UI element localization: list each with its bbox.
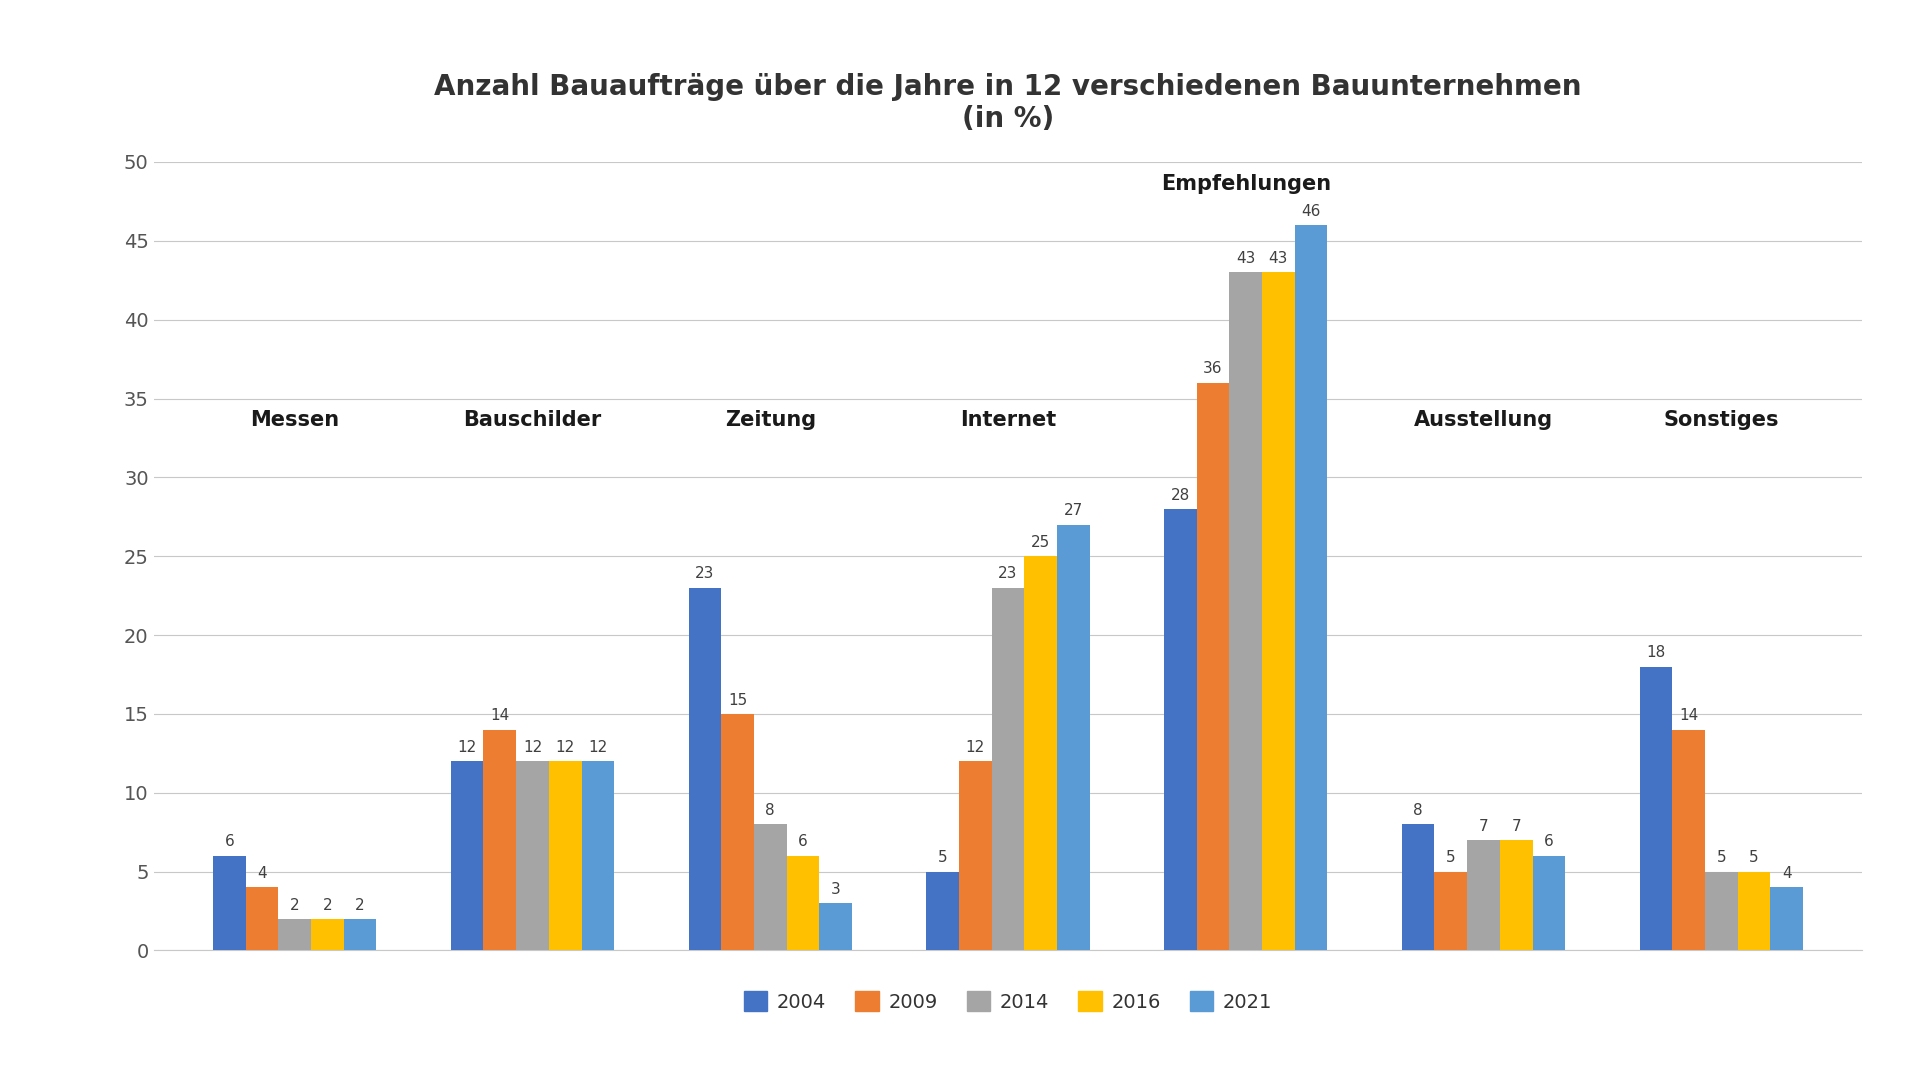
Text: 25: 25 xyxy=(1031,535,1050,550)
Text: 2: 2 xyxy=(355,897,365,913)
Text: Zeitung: Zeitung xyxy=(724,410,816,430)
Bar xyxy=(1467,840,1500,950)
Text: 5: 5 xyxy=(937,850,947,865)
Bar xyxy=(689,588,722,950)
Bar xyxy=(787,855,820,950)
Bar xyxy=(1229,272,1261,950)
Bar xyxy=(1705,872,1738,950)
Text: 14: 14 xyxy=(490,708,509,724)
Text: 7: 7 xyxy=(1478,819,1488,834)
Text: 27: 27 xyxy=(1064,503,1083,518)
Text: 12: 12 xyxy=(555,740,574,755)
Bar xyxy=(1738,872,1770,950)
Text: 12: 12 xyxy=(966,740,985,755)
Bar xyxy=(311,919,344,950)
Text: 15: 15 xyxy=(728,692,747,707)
Bar xyxy=(820,903,852,950)
Text: 5: 5 xyxy=(1446,850,1455,865)
Bar xyxy=(549,761,582,950)
Bar xyxy=(1058,525,1091,950)
Text: 28: 28 xyxy=(1171,487,1190,502)
Text: Sonstiges: Sonstiges xyxy=(1663,410,1780,430)
Bar xyxy=(1434,872,1467,950)
Text: 6: 6 xyxy=(1544,835,1553,850)
Text: 36: 36 xyxy=(1204,362,1223,377)
Text: 5: 5 xyxy=(1749,850,1759,865)
Text: 2: 2 xyxy=(323,897,332,913)
Text: Bauschilder: Bauschilder xyxy=(463,410,601,430)
Bar xyxy=(755,824,787,950)
Text: 8: 8 xyxy=(1413,802,1423,818)
Title: Anzahl Bauaufträge über die Jahre in 12 verschiedenen Bauunternehmen
(in %): Anzahl Bauaufträge über die Jahre in 12 … xyxy=(434,72,1582,133)
Bar xyxy=(1025,556,1058,950)
Bar xyxy=(1770,888,1803,950)
Text: 43: 43 xyxy=(1236,251,1256,266)
Text: Ausstellung: Ausstellung xyxy=(1413,410,1553,430)
Text: 23: 23 xyxy=(998,566,1018,581)
Text: 43: 43 xyxy=(1269,251,1288,266)
Bar xyxy=(925,872,958,950)
Text: Messen: Messen xyxy=(250,410,340,430)
Text: 8: 8 xyxy=(766,802,776,818)
Bar xyxy=(451,761,484,950)
Text: 6: 6 xyxy=(799,835,808,850)
Text: Internet: Internet xyxy=(960,410,1056,430)
Text: 5: 5 xyxy=(1716,850,1726,865)
Text: 12: 12 xyxy=(457,740,476,755)
Bar xyxy=(484,730,516,950)
Text: 4: 4 xyxy=(1782,866,1791,881)
Bar xyxy=(1672,730,1705,950)
Text: 14: 14 xyxy=(1678,708,1697,724)
Legend: 2004, 2009, 2014, 2016, 2021: 2004, 2009, 2014, 2016, 2021 xyxy=(735,984,1281,1020)
Bar xyxy=(246,888,278,950)
Text: 3: 3 xyxy=(831,881,841,896)
Bar xyxy=(1532,855,1565,950)
Text: 12: 12 xyxy=(588,740,607,755)
Text: 18: 18 xyxy=(1645,645,1665,660)
Text: 2: 2 xyxy=(290,897,300,913)
Bar xyxy=(213,855,246,950)
Text: 12: 12 xyxy=(522,740,541,755)
Bar xyxy=(1261,272,1294,950)
Text: 46: 46 xyxy=(1302,204,1321,219)
Bar xyxy=(582,761,614,950)
Text: 4: 4 xyxy=(257,866,267,881)
Bar xyxy=(516,761,549,950)
Bar xyxy=(1640,666,1672,950)
Bar xyxy=(1500,840,1532,950)
Bar xyxy=(344,919,376,950)
Text: Empfehlungen: Empfehlungen xyxy=(1162,174,1331,193)
Text: 6: 6 xyxy=(225,835,234,850)
Bar xyxy=(722,714,755,950)
Bar xyxy=(1164,509,1196,950)
Text: 23: 23 xyxy=(695,566,714,581)
Bar xyxy=(1402,824,1434,950)
Bar xyxy=(991,588,1025,950)
Bar xyxy=(958,761,991,950)
Text: 7: 7 xyxy=(1511,819,1521,834)
Bar xyxy=(1196,382,1229,950)
Bar xyxy=(278,919,311,950)
Bar xyxy=(1294,225,1327,950)
